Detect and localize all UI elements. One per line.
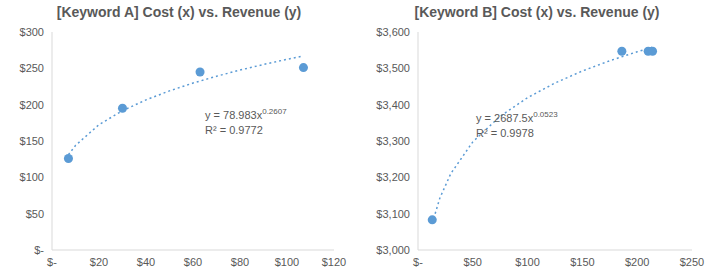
svg-text:$-: $- xyxy=(47,256,57,268)
svg-text:$-: $- xyxy=(413,256,423,268)
svg-text:$3,500: $3,500 xyxy=(376,62,410,74)
svg-text:$3,200: $3,200 xyxy=(376,171,410,183)
svg-text:$100: $100 xyxy=(20,171,44,183)
svg-text:$150: $150 xyxy=(570,256,594,268)
html-text:R² = 0.9978: R² = 0.9978 xyxy=(476,126,534,139)
svg-text:$40: $40 xyxy=(137,256,155,268)
svg-text:$3,000: $3,000 xyxy=(376,244,410,256)
svg-text:$3,300: $3,300 xyxy=(376,135,410,147)
svg-text:$80: $80 xyxy=(231,256,249,268)
svg-text:$200: $200 xyxy=(625,256,649,268)
svg-text:$60: $60 xyxy=(184,256,202,268)
svg-text:$-: $- xyxy=(34,244,44,256)
svg-text:$3,400: $3,400 xyxy=(376,99,410,111)
svg-text:$300: $300 xyxy=(20,26,44,38)
html-text:R² = 0.9772: R² = 0.9772 xyxy=(205,123,263,136)
svg-text:$250: $250 xyxy=(680,256,704,268)
svg-text:$250: $250 xyxy=(20,62,44,74)
html-text:y = 78.983x0.2607: y = 78.983x0.2607 xyxy=(205,107,287,121)
html-text:y = 2687.5x0.0523: y = 2687.5x0.0523 xyxy=(476,110,558,124)
html-text:[Keyword A] Cost (x) vs. Reven: [Keyword A] Cost (x) vs. Revenue (y) xyxy=(56,4,302,20)
svg-text:$100: $100 xyxy=(515,256,539,268)
svg-text:$3,600: $3,600 xyxy=(376,26,410,38)
svg-text:$120: $120 xyxy=(322,256,346,268)
svg-text:$200: $200 xyxy=(20,99,44,111)
svg-text:$50: $50 xyxy=(464,256,482,268)
svg-text:$3,100: $3,100 xyxy=(376,208,410,220)
html-text:[Keyword B] Cost (x) vs. Reven: [Keyword B] Cost (x) vs. Revenue (y) xyxy=(414,4,660,20)
svg-text:$20: $20 xyxy=(90,256,108,268)
svg-text:$150: $150 xyxy=(20,135,44,147)
svg-text:$50: $50 xyxy=(26,208,44,220)
svg-text:$100: $100 xyxy=(275,256,299,268)
